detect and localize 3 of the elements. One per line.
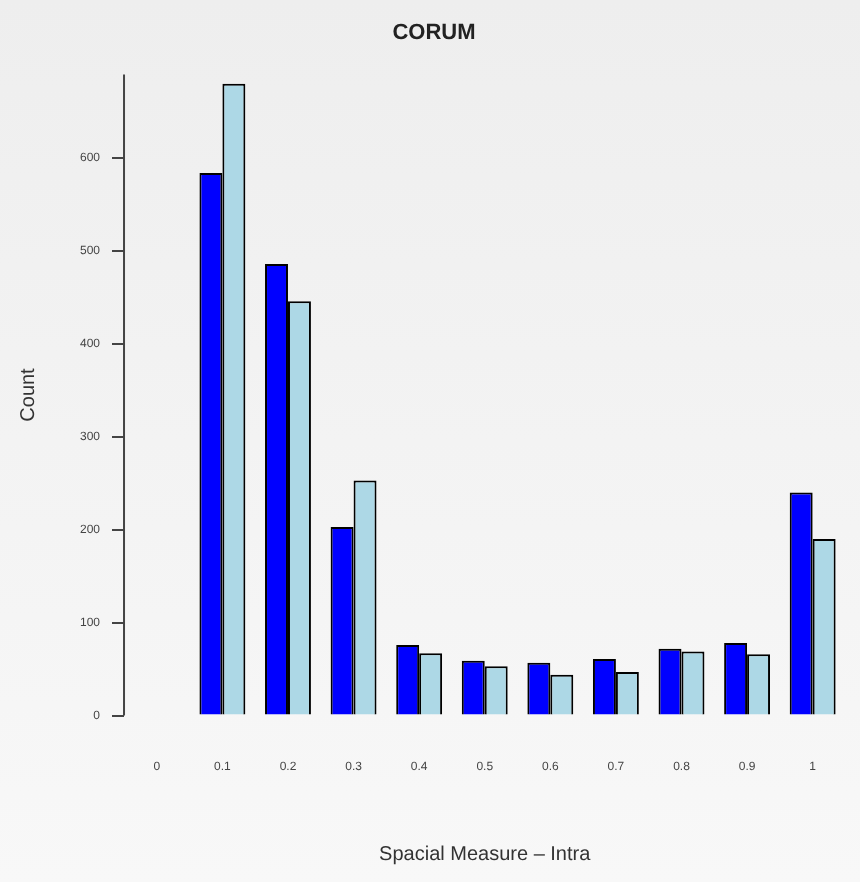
y-axis-title: Count [17, 367, 40, 422]
x-axis-title: Spacial Measure – Intra [379, 843, 592, 866]
chart-title: CORUM [392, 21, 476, 46]
